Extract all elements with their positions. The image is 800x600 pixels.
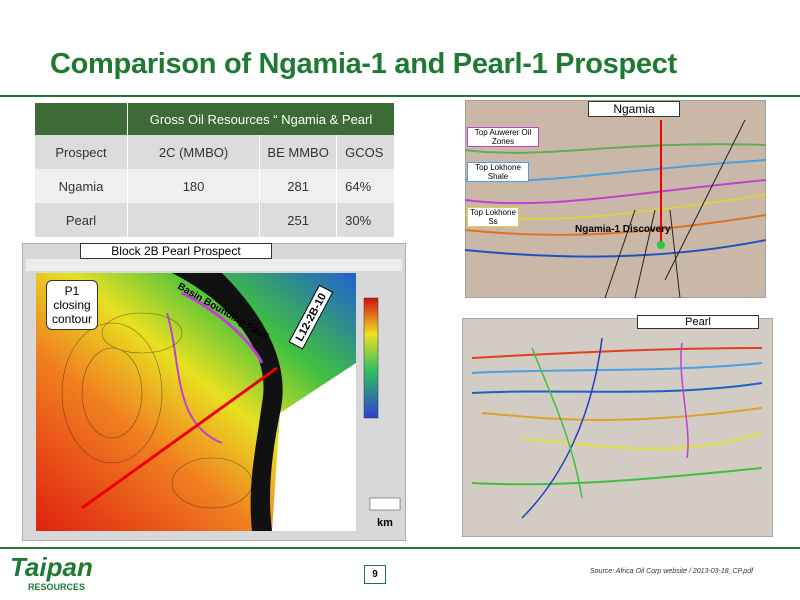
page-number: 9 [364,565,386,584]
horizon-label: Top Auwerer Oil Zones [467,127,539,147]
footer-rule [0,547,800,549]
title-rule [0,95,800,97]
horizon-label: Top Lokhone Shale [467,162,529,182]
cell [127,203,261,237]
cell: 30% [336,203,395,237]
discovery-label: Ngamia-1 Discovery [575,224,671,235]
map-panel: km Basin Bounding Fault L12-2B-10 [22,243,406,541]
cell: 281 [259,169,338,203]
horizon-label: Top Lokhone Ss [467,207,519,227]
cell: 64% [336,169,395,203]
cell: Pearl [35,203,128,237]
resource-table: Gross Oil Resources “ Ngamia & Pearl Pro… [35,103,395,237]
callout: P1 closing contour [46,280,98,330]
col-header: GCOS [336,135,395,169]
table-caption: Gross Oil Resources “ Ngamia & Pearl [127,103,395,135]
cell: Ngamia [35,169,128,203]
title: Comparison of Ngamia-1 and Pearl-1 Prosp… [50,48,677,80]
ngamia-title: Ngamia [588,101,680,117]
source: Source: Africa Oil Corp website / 2013-0… [590,568,754,575]
pearl-title: Pearl [637,315,759,329]
logo-sub: RESOURCES [28,582,86,592]
cell: 180 [127,169,261,203]
col-header: 2C (MMBO) [127,135,261,169]
logo: Taipan [10,552,93,582]
col-header: BE MMBO [259,135,338,169]
pearl-panel [462,318,773,537]
scale-label: km [377,517,393,529]
col-header: Prospect [35,135,128,169]
map-title: Block 2B Pearl Prospect [80,243,272,259]
cell: 251 [259,203,338,237]
